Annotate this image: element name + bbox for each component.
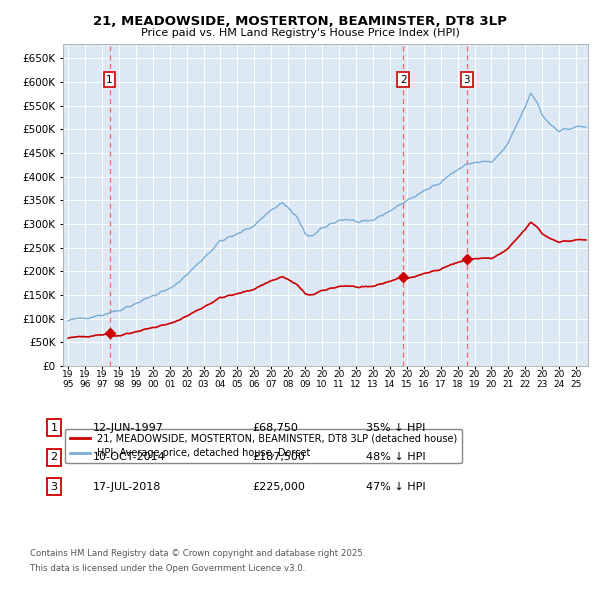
Legend: 21, MEADOWSIDE, MOSTERTON, BEAMINSTER, DT8 3LP (detached house), HPI: Average pr: 21, MEADOWSIDE, MOSTERTON, BEAMINSTER, D… [65, 428, 463, 463]
Text: 2: 2 [50, 453, 58, 462]
Text: 17-JUL-2018: 17-JUL-2018 [93, 482, 161, 491]
Text: 1: 1 [106, 75, 113, 85]
Text: 2: 2 [400, 75, 406, 85]
Text: 10-OCT-2014: 10-OCT-2014 [93, 453, 166, 462]
Text: This data is licensed under the Open Government Licence v3.0.: This data is licensed under the Open Gov… [30, 565, 305, 573]
Text: 47% ↓ HPI: 47% ↓ HPI [366, 482, 425, 491]
Text: £187,500: £187,500 [252, 453, 305, 462]
Text: £68,750: £68,750 [252, 423, 298, 432]
Text: 1: 1 [50, 423, 58, 432]
Text: £225,000: £225,000 [252, 482, 305, 491]
Text: 12-JUN-1997: 12-JUN-1997 [93, 423, 164, 432]
Text: 3: 3 [463, 75, 470, 85]
Text: 3: 3 [50, 482, 58, 491]
Text: 48% ↓ HPI: 48% ↓ HPI [366, 453, 425, 462]
Text: 35% ↓ HPI: 35% ↓ HPI [366, 423, 425, 432]
Text: Price paid vs. HM Land Registry's House Price Index (HPI): Price paid vs. HM Land Registry's House … [140, 28, 460, 38]
Text: 21, MEADOWSIDE, MOSTERTON, BEAMINSTER, DT8 3LP: 21, MEADOWSIDE, MOSTERTON, BEAMINSTER, D… [93, 15, 507, 28]
Text: Contains HM Land Registry data © Crown copyright and database right 2025.: Contains HM Land Registry data © Crown c… [30, 549, 365, 558]
